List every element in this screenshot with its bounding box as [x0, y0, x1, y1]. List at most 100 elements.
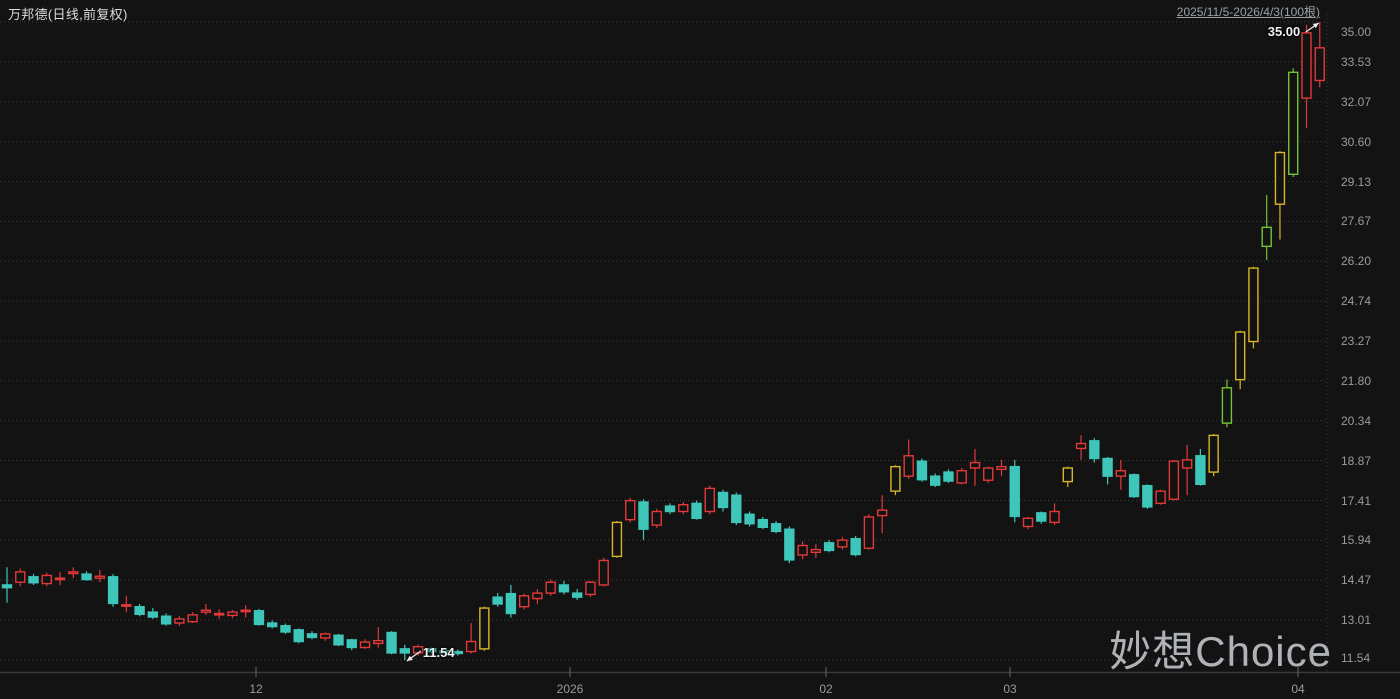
candle-body	[638, 501, 649, 530]
candle-body	[837, 539, 848, 548]
candle-body	[187, 614, 198, 623]
candle-body	[784, 528, 795, 561]
candle-body	[1036, 512, 1047, 522]
candle-body	[916, 460, 928, 481]
candle-body	[1128, 474, 1140, 498]
candle-body	[359, 641, 371, 649]
candle-body	[876, 509, 888, 517]
candle-body	[253, 610, 265, 626]
candle-body	[465, 640, 477, 653]
annotation-arrowhead	[406, 655, 413, 661]
high-price-annotation: 35.00	[1267, 24, 1301, 39]
candle-body	[850, 538, 861, 556]
candle-body	[770, 523, 782, 533]
candle-body	[505, 592, 517, 615]
candle-body	[1195, 455, 1206, 486]
candle-body	[386, 631, 397, 654]
price-axis-label: 27.67	[1341, 214, 1372, 229]
price-axis-label: 32.07	[1341, 94, 1372, 109]
candle-body	[439, 650, 450, 654]
candle-body	[956, 470, 967, 484]
candle-body	[1221, 387, 1233, 424]
price-axis-label: 20.34	[1341, 413, 1372, 428]
price-axis-label: 21.80	[1341, 373, 1372, 388]
price-axis-label: 33.53	[1341, 54, 1372, 69]
candle-body	[1049, 510, 1060, 524]
candle-body	[174, 618, 185, 624]
candle-body	[532, 592, 543, 600]
candle-body	[1115, 470, 1127, 477]
price-axis-label: 35.00	[1341, 25, 1372, 39]
price-axis-label: 14.47	[1341, 573, 1372, 588]
candle-body	[1075, 442, 1087, 450]
candle-body	[41, 574, 52, 585]
candle-body	[930, 475, 941, 486]
period-range-label[interactable]: 2025/11/5-2026/4/3(100根)	[1176, 5, 1320, 19]
price-axis-label: 13.01	[1341, 613, 1372, 628]
time-axis-label-03: 03	[1003, 682, 1017, 696]
candle-body	[1288, 71, 1299, 175]
candle-body	[160, 615, 172, 625]
annotation-arrowhead	[1312, 23, 1319, 29]
candle-body	[399, 648, 410, 654]
candle-body	[1168, 460, 1180, 500]
candle-body	[121, 604, 132, 607]
candle-body	[1, 584, 13, 589]
candle-body	[943, 471, 954, 482]
candle-body	[1181, 459, 1193, 469]
time-axis-label-12: 12	[249, 682, 263, 696]
price-axis-label: 29.13	[1341, 174, 1372, 189]
candle-body	[1208, 434, 1219, 473]
candle-body	[213, 612, 225, 616]
candle-body	[611, 521, 623, 558]
candle-body	[1155, 490, 1166, 505]
candle-body	[320, 633, 331, 639]
candle-body	[969, 461, 981, 469]
candle-body	[134, 605, 145, 616]
candle-body	[518, 595, 530, 608]
time-axis-label-2026: 2026	[556, 682, 584, 696]
candle-body	[678, 504, 689, 513]
candle-body	[863, 516, 875, 549]
candle-body	[1062, 467, 1074, 483]
candle-body	[757, 518, 769, 528]
candle-body	[28, 576, 39, 584]
candle-body	[81, 573, 92, 581]
candle-body	[571, 592, 583, 598]
price-axis-label: 18.87	[1341, 453, 1372, 468]
candle-body	[492, 596, 503, 605]
price-axis-label: 24.74	[1341, 294, 1372, 309]
candle-body	[1248, 267, 1259, 343]
candle-body	[890, 465, 901, 492]
candle-body	[996, 465, 1007, 471]
price-axis-label: 11.54	[1341, 651, 1371, 665]
watermark: 妙想Choice	[1109, 628, 1332, 675]
candle-body	[227, 611, 238, 617]
candle-body	[426, 648, 437, 653]
candle-body	[1274, 151, 1286, 205]
price-axis-label: 26.20	[1341, 254, 1372, 269]
candle-body	[94, 575, 106, 579]
candle-body	[68, 571, 79, 575]
candle-body	[704, 487, 715, 513]
candle-body	[200, 609, 212, 613]
candle-body	[545, 581, 556, 594]
candle-body	[147, 611, 159, 618]
candle-body	[107, 576, 119, 605]
candle-body	[797, 544, 808, 556]
candle-body	[585, 581, 596, 596]
candle-body	[280, 625, 291, 633]
candle-body	[717, 491, 729, 509]
candle-body	[54, 577, 66, 581]
candle-body	[1022, 517, 1034, 528]
candle-body	[479, 607, 490, 650]
candle-body	[558, 584, 570, 593]
candle-body	[823, 542, 835, 552]
candle-body	[240, 609, 251, 613]
candle-body	[293, 629, 304, 643]
candle-body	[1314, 47, 1325, 82]
low-price-annotation: 11.54	[422, 645, 455, 660]
candle-body	[744, 513, 755, 525]
